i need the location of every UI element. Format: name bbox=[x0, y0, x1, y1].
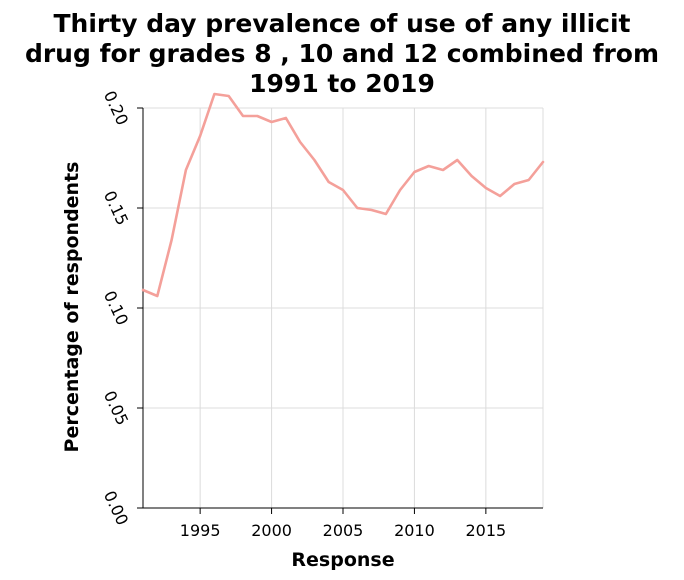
y-tick-label: 0.00 bbox=[100, 488, 132, 528]
y-axis-label: Percentage of respondents bbox=[61, 162, 83, 453]
y-tick-label: 0.10 bbox=[100, 288, 132, 328]
x-tick-label: 2000 bbox=[251, 521, 292, 540]
y-tick-label: 0.15 bbox=[100, 188, 132, 228]
y-tick-label: 0.05 bbox=[100, 388, 132, 428]
y-tick-label: 0.20 bbox=[100, 88, 132, 128]
series-layer bbox=[141, 92, 545, 298]
grid-lines bbox=[143, 107, 544, 509]
chart-title-line-1: Thirty day prevalence of use of any illi… bbox=[54, 9, 631, 38]
x-tick-label: 1995 bbox=[180, 521, 221, 540]
x-tick-label: 2005 bbox=[323, 521, 364, 540]
y-axis-ticks: 0.00 0.05 0.10 0.15 0.20 bbox=[100, 88, 143, 528]
x-axis-ticks: 1995 2000 2005 2010 2015 bbox=[180, 508, 506, 540]
x-tick-label: 2015 bbox=[465, 521, 506, 540]
chart-title-line-3: 1991 to 2019 bbox=[249, 69, 435, 98]
chart-title-line-2: drug for grades 8 , 10 and 12 combined f… bbox=[25, 39, 659, 68]
x-axis-label: Response bbox=[291, 549, 394, 571]
series-line bbox=[141, 92, 545, 298]
x-tick-label: 2010 bbox=[394, 521, 435, 540]
